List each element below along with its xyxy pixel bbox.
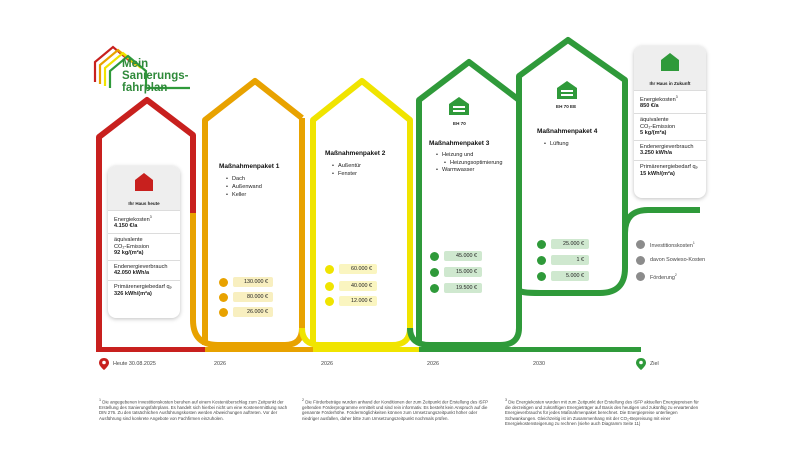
- legend-cost: Investitionskosten1: [650, 241, 695, 249]
- package-1-sowieso: 80.000 €: [233, 292, 273, 302]
- package-4-cost: 25.000 €: [551, 239, 589, 249]
- package-4-badge: EH 70 EE: [556, 104, 577, 109]
- funding-icon: [537, 272, 546, 281]
- timeline-year-2: 2026: [321, 361, 333, 367]
- energy-cost-row: Energiekosten3 4.150 €/a: [108, 210, 180, 233]
- legend-sowieso: davon Sowieso-Kosten: [650, 257, 706, 263]
- package-4-title: Maßnahmenpaket 4: [537, 128, 598, 135]
- package-4-funding: 5.000 €: [551, 271, 589, 281]
- package-2-cost: 60.000 €: [339, 264, 377, 274]
- location-pin-icon: [636, 358, 646, 370]
- final-energy-row: Endenergieverbrauch 3.250 kWh/a: [634, 139, 706, 160]
- cost-icon: [219, 278, 228, 287]
- package-2-title: Maßnahmenpaket 2: [325, 150, 386, 157]
- cost-icon: [537, 240, 546, 249]
- house-icon: [135, 173, 153, 191]
- efficiency-house-icon: [557, 81, 577, 99]
- future-house-panel: Ihr Haus in Zukunft Energiekosten3 850 €/…: [634, 46, 706, 198]
- logo-house-icon: [93, 45, 190, 90]
- final-energy-row: Endenergieverbrauch 42.050 kWh/a: [108, 259, 180, 280]
- footnote-1: 1 Die angegebenen Investitionskosten ber…: [99, 398, 288, 421]
- timeline-year-1: 2026: [214, 361, 226, 367]
- location-pin-icon: [99, 358, 109, 370]
- timeline-today: Heute 30.08.2025: [113, 361, 156, 367]
- funding-icon: [430, 284, 439, 293]
- package-1-title: Maßnahmenpaket 1: [219, 163, 280, 170]
- timeline-year-3: 2026: [427, 361, 439, 367]
- efficiency-house-icon: [449, 97, 469, 115]
- sowieso-icon: [430, 268, 439, 277]
- package-3-cost: 45.000 €: [444, 251, 482, 261]
- cost-icon: [636, 240, 645, 249]
- funding-icon: [219, 308, 228, 317]
- co2-row: äquivalente CO₂-Emission 92 kg/(m²a): [108, 233, 180, 260]
- today-house-panel: Ihr Haus heute Energiekosten3 4.150 €/a ä…: [108, 166, 180, 318]
- funding-icon: [325, 297, 334, 306]
- package-3-title: Maßnahmenpaket 3: [429, 140, 490, 147]
- logo-title: Mein Sanierungs- fahrplan: [122, 58, 189, 94]
- footnote-3: 3 Die Energiekosten wurden mit zum Zeitp…: [505, 398, 699, 427]
- cost-icon: [430, 252, 439, 261]
- sowieso-icon: [325, 282, 334, 291]
- package-1-funding: 26.000 €: [233, 307, 273, 317]
- package-1-cost: 130.000 €: [233, 277, 273, 287]
- energy-cost-row: Energiekosten3 850 €/a: [634, 90, 706, 113]
- co2-row: äquivalente CO₂-Emission 5 kg/(m²a): [634, 113, 706, 140]
- sowieso-icon: [636, 256, 645, 265]
- sowieso-icon: [537, 256, 546, 265]
- footnote-2: 2 Die Förderbeträge wurden anhand der Ko…: [302, 398, 489, 421]
- package-3-funding: 19.500 €: [444, 283, 482, 293]
- cost-icon: [325, 265, 334, 274]
- primary-energy-row: Primärenergiebedarf qₚ 326 kWh/(m²a): [108, 280, 180, 300]
- package-3-sowieso: 15.000 €: [444, 267, 482, 277]
- package-4-sowieso: 1 €: [551, 255, 589, 265]
- package-4-measures: Lüftung: [544, 140, 569, 148]
- package-3-measures: Heizung undHeizungsoptimierungWarmwasser: [436, 152, 503, 175]
- package-2-funding: 12.000 €: [339, 296, 377, 306]
- primary-energy-row: Primärenergiebedarf qₚ 15 kWh/(m²a): [634, 160, 706, 180]
- package-1-measures: DachAußenwandKeller: [226, 175, 262, 200]
- sowieso-icon: [219, 293, 228, 302]
- timeline-year-4: 2030: [533, 361, 545, 367]
- timeline-goal: Ziel: [650, 361, 659, 367]
- package-3-badge: EH 70: [453, 121, 466, 126]
- funding-icon: [636, 272, 645, 281]
- package-2-measures: AußentürFenster: [332, 162, 361, 178]
- house-icon: [661, 53, 679, 71]
- package-2-sowieso: 40.000 €: [339, 281, 377, 291]
- legend-funding: Förderung2: [650, 273, 677, 281]
